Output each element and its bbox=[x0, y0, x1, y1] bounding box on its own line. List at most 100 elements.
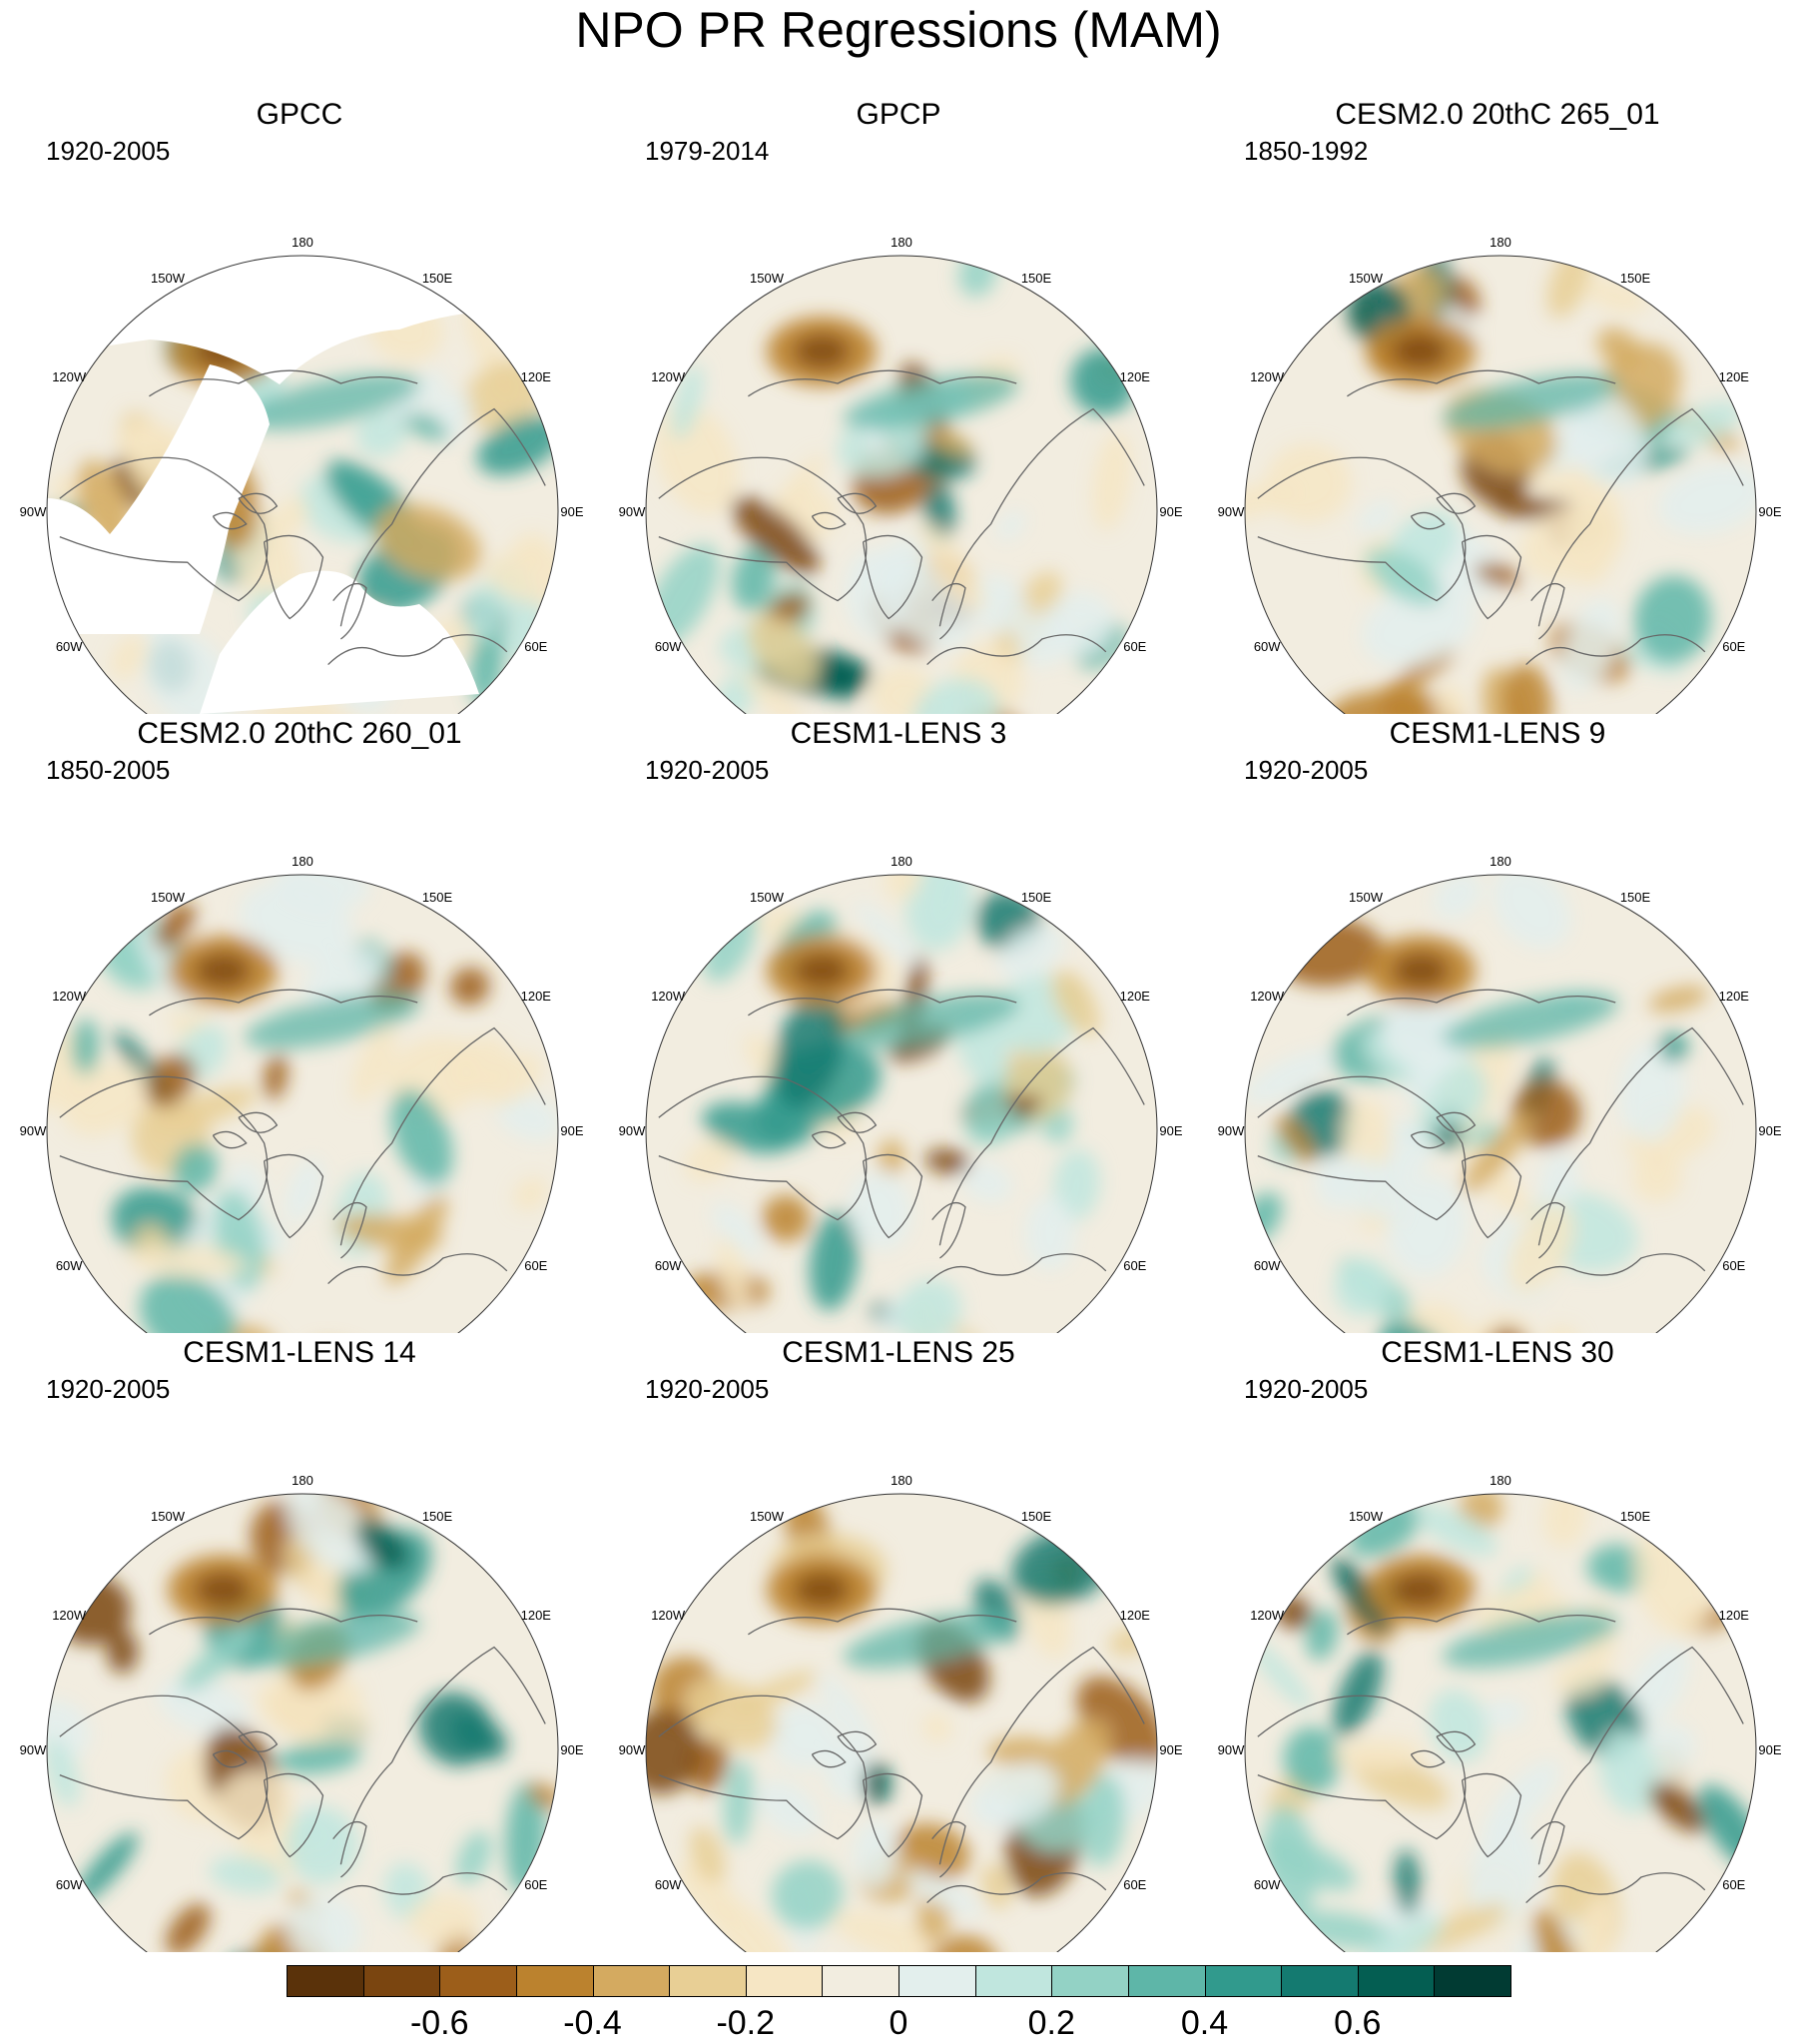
longitude-label: 120E bbox=[1120, 1608, 1151, 1623]
colorbar-swatch bbox=[362, 1965, 441, 1997]
precip-anomaly-field bbox=[47, 875, 558, 1333]
longitude-label: 150E bbox=[1620, 271, 1651, 286]
longitude-label: 150W bbox=[1349, 1509, 1384, 1524]
longitude-label: 90E bbox=[560, 504, 583, 519]
panel-title: CESM1-LENS 3 bbox=[790, 717, 1007, 750]
longitude-label: 90W bbox=[20, 504, 47, 519]
map-panel: 180150E120E90E60E30E030W60W90W120W150WCE… bbox=[1198, 714, 1797, 1333]
polar-map: 180150E120E90E60E30E030W60W90W120W150W bbox=[20, 1473, 584, 1952]
map-panel: 180150E120E90E60E30E030W60W90W120W150WCE… bbox=[599, 714, 1198, 1333]
longitude-label: 150W bbox=[151, 890, 186, 905]
longitude-label: 90E bbox=[560, 1742, 583, 1757]
longitude-label: 90E bbox=[1159, 1123, 1182, 1138]
longitude-label: 150E bbox=[422, 890, 453, 905]
coastlines bbox=[1257, 369, 1744, 666]
longitude-label: 150W bbox=[750, 1509, 785, 1524]
longitude-label: 180 bbox=[1490, 235, 1511, 250]
longitude-label: 90E bbox=[1758, 504, 1781, 519]
longitude-label: 60W bbox=[56, 639, 83, 654]
colorbar-swatch bbox=[898, 1965, 976, 1997]
longitude-label: 150W bbox=[750, 271, 785, 286]
longitude-label: 180 bbox=[891, 235, 912, 250]
colorbar-swatch bbox=[1434, 1965, 1511, 1997]
longitude-label: 60W bbox=[56, 1877, 83, 1892]
colorbar-swatch bbox=[974, 1965, 1053, 1997]
panel-period: 1920-2005 bbox=[46, 1374, 171, 1404]
polar-map: 180150E120E90E60E30E030W60W90W120W150W bbox=[20, 235, 584, 714]
panel-period: 1920-2005 bbox=[645, 755, 770, 785]
longitude-label: 120E bbox=[1120, 369, 1151, 384]
longitude-label: 60W bbox=[655, 639, 682, 654]
precip-anomaly-field bbox=[646, 1494, 1157, 1952]
colorbar-swatch bbox=[745, 1965, 824, 1997]
colorbar-tick-label: 0 bbox=[889, 2004, 908, 2042]
longitude-label: 60W bbox=[1254, 639, 1281, 654]
longitude-label: 120W bbox=[1250, 1608, 1285, 1623]
coastlines bbox=[59, 1608, 546, 1904]
longitude-label: 120E bbox=[1719, 369, 1750, 384]
longitude-label: 180 bbox=[1490, 1473, 1511, 1488]
longitude-label: 120W bbox=[651, 369, 686, 384]
panel-period: 1850-1992 bbox=[1244, 136, 1369, 166]
longitude-label: 120E bbox=[521, 369, 552, 384]
colorbar-swatch bbox=[1204, 1965, 1283, 1997]
longitude-label: 60E bbox=[524, 639, 547, 654]
longitude-label: 180 bbox=[292, 1473, 313, 1488]
longitude-label: 90W bbox=[619, 1123, 646, 1138]
map-panel: 180150E120E90E60E30E030W60W90W120W150WCE… bbox=[1198, 1333, 1797, 1952]
precip-anomaly-field bbox=[646, 256, 1136, 714]
map-boundary bbox=[46, 1493, 559, 1952]
precip-anomaly-field bbox=[1245, 875, 1715, 1333]
panel-title: GPCC bbox=[256, 98, 343, 131]
longitude-label: 180 bbox=[891, 854, 912, 869]
longitude-label: 180 bbox=[891, 1473, 912, 1488]
longitude-label: 90E bbox=[560, 1123, 583, 1138]
longitude-label: 180 bbox=[1490, 854, 1511, 869]
polar-map: 180150E120E90E60E30E030W60W90W120W150W bbox=[20, 854, 584, 1333]
longitude-label: 120W bbox=[52, 1608, 87, 1623]
coastlines bbox=[1257, 1608, 1744, 1904]
panel-title: CESM1-LENS 9 bbox=[1389, 717, 1606, 750]
map-panel: 180150E120E90E60E30E030W60W90W120W150WCE… bbox=[599, 1333, 1198, 1952]
panel-period: 1850-2005 bbox=[46, 755, 171, 785]
colorbar-tick-label: -0.6 bbox=[409, 2004, 469, 2042]
coastlines bbox=[59, 369, 546, 666]
longitude-label: 180 bbox=[292, 854, 313, 869]
longitude-label: 60W bbox=[1254, 1258, 1281, 1273]
longitude-label: 90W bbox=[619, 504, 646, 519]
polar-map: 180150E120E90E60E30E030W60W90W120W150W bbox=[619, 235, 1183, 714]
panel-period: 1979-2014 bbox=[645, 136, 770, 166]
map-panel: 180150E120E90E60E30E030W60W90W120W150WCE… bbox=[0, 714, 599, 1333]
precip-anomaly-field bbox=[681, 875, 1100, 1333]
coastlines bbox=[658, 989, 1145, 1285]
colorbar-swatch bbox=[592, 1965, 671, 1997]
longitude-label: 60E bbox=[524, 1258, 547, 1273]
figure-title: NPO PR Regressions (MAM) bbox=[575, 2, 1222, 58]
longitude-label: 90W bbox=[1218, 504, 1245, 519]
coastlines bbox=[658, 1608, 1145, 1904]
colorbar-tick-label: 0.2 bbox=[1027, 2004, 1075, 2042]
longitude-label: 90E bbox=[1758, 1742, 1781, 1757]
longitude-label: 150E bbox=[1021, 1509, 1052, 1524]
longitude-label: 60W bbox=[56, 1258, 83, 1273]
longitude-label: 60E bbox=[1123, 1258, 1146, 1273]
longitude-label: 90W bbox=[20, 1123, 47, 1138]
colorbar-swatch bbox=[669, 1965, 747, 1997]
panel-title: CESM1-LENS 30 bbox=[1381, 1336, 1614, 1369]
panel-period: 1920-2005 bbox=[1244, 1374, 1369, 1404]
longitude-label: 60W bbox=[655, 1258, 682, 1273]
panel-period: 1920-2005 bbox=[1244, 755, 1369, 785]
map-panel: 180150E120E90E60E30E030W60W90W120W150WCE… bbox=[0, 1333, 599, 1952]
colorbar-tick-label: -0.4 bbox=[563, 2004, 622, 2042]
longitude-label: 120W bbox=[52, 369, 87, 384]
map-boundary bbox=[645, 255, 1158, 714]
polar-map: 180150E120E90E60E30E030W60W90W120W150W bbox=[1218, 235, 1782, 714]
polar-map: 180150E120E90E60E30E030W60W90W120W150W bbox=[619, 1473, 1183, 1952]
map-boundary bbox=[645, 1493, 1158, 1952]
polar-map: 180150E120E90E60E30E030W60W90W120W150W bbox=[1218, 1473, 1782, 1952]
longitude-label: 120E bbox=[521, 989, 552, 1004]
longitude-label: 90E bbox=[1758, 1123, 1781, 1138]
longitude-label: 150E bbox=[1620, 1509, 1651, 1524]
longitude-label: 120E bbox=[1120, 989, 1151, 1004]
longitude-label: 60E bbox=[1722, 1877, 1745, 1892]
